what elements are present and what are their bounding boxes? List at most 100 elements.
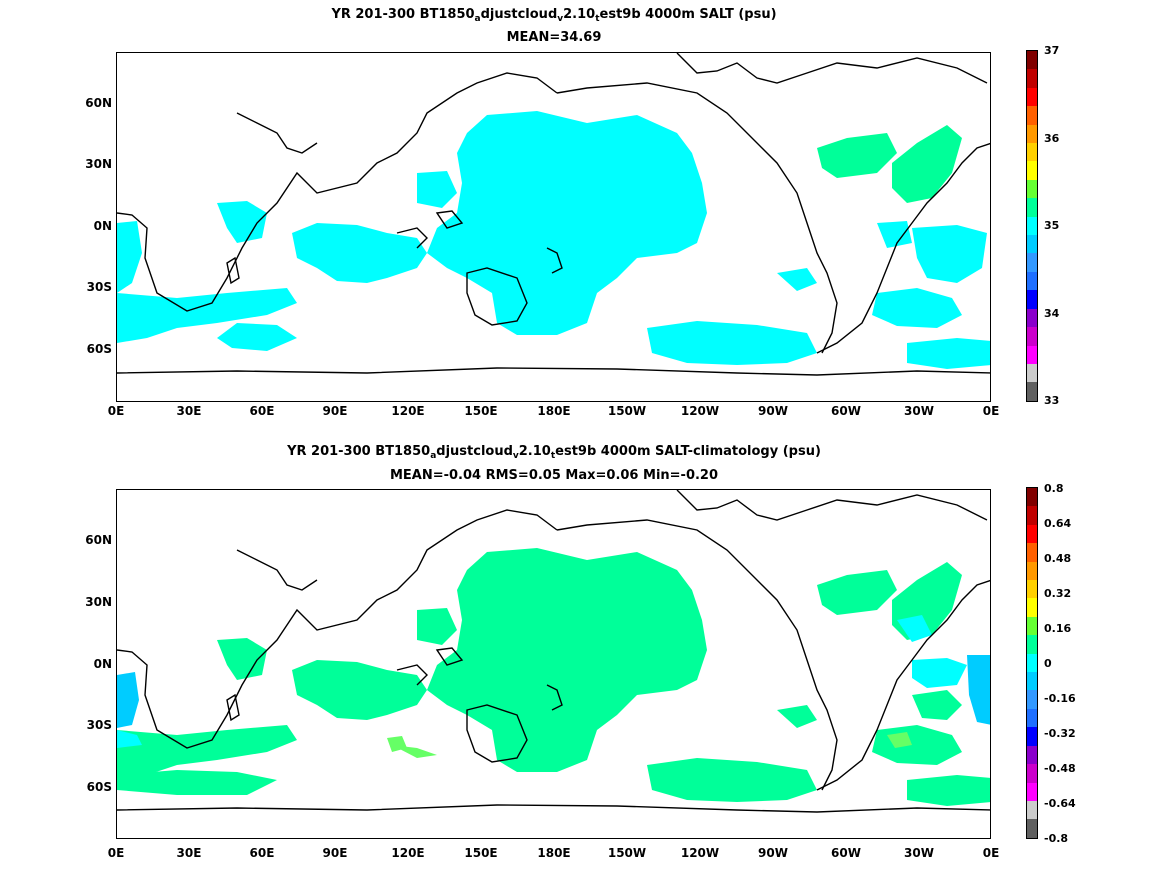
colorbar-segment [1027, 672, 1037, 691]
panel-title: YR 201-300 BT1850adjustcloudv2.10test9b … [331, 7, 777, 24]
colorbar-label: -0.48 [1044, 762, 1076, 775]
colorbar-segment [1027, 727, 1037, 746]
y-tick-label: 30S [86, 718, 112, 732]
x-tick-label: 180E [537, 404, 571, 418]
x-tick-label: 90W [758, 846, 788, 860]
colorbar-label: -0.8 [1044, 832, 1069, 845]
y-tick-label: 0N [93, 657, 112, 671]
colorbar-segment [1027, 235, 1037, 254]
colorbar-label: 36 [1044, 132, 1060, 145]
x-tick-label: 60E [249, 846, 275, 860]
colorbar-segment [1027, 800, 1037, 820]
x-tick-label: 0E [982, 846, 1000, 860]
colorbar-segment [1027, 819, 1037, 838]
y-tick-label: 60N [85, 96, 112, 110]
colorbar-segment [1027, 782, 1037, 801]
colorbar-label: 37 [1044, 44, 1060, 57]
colorbar-segment [1027, 506, 1037, 525]
x-tick-label: 0E [107, 846, 125, 860]
x-tick-label: 0E [107, 404, 125, 418]
colorbar-segment [1027, 179, 1037, 199]
anomaly-cyan-field [117, 615, 967, 748]
y-tick-label: 60S [86, 780, 112, 794]
colorbar-segment [1027, 216, 1037, 236]
colorbar-segment [1027, 635, 1037, 654]
colorbar-label: 34 [1044, 307, 1060, 320]
colorbar-label: 0.16 [1044, 622, 1072, 635]
x-tick-label: 60W [831, 404, 861, 418]
panel-title: YR 201-300 BT1850adjustcloudv2.10test9b … [287, 444, 821, 461]
x-tick-label: 60W [831, 846, 861, 860]
colorbar-label: 0.32 [1044, 587, 1072, 600]
coastline [117, 490, 990, 813]
colorbar-segment [1027, 616, 1037, 636]
colorbar-segment [1027, 653, 1037, 673]
colorbar-label: 0.48 [1044, 552, 1072, 565]
colorbar-segment [1027, 345, 1037, 364]
colorbar-segment [1027, 308, 1037, 328]
colorbar-label: 35 [1044, 219, 1060, 232]
colorbar-label: -0.64 [1044, 797, 1076, 810]
colorbar-segment [1027, 124, 1037, 144]
x-tick-label: 0E [982, 404, 1000, 418]
y-tick-label: 0N [93, 219, 112, 233]
x-tick-label: 120E [391, 846, 425, 860]
colorbar [1026, 50, 1038, 402]
coastline [117, 53, 990, 376]
x-tick-label: 30W [904, 404, 934, 418]
colorbar-label: 33 [1044, 394, 1060, 407]
x-tick-label: 90E [322, 846, 348, 860]
colorbar-label: 0.64 [1044, 517, 1072, 530]
salt-cyan-field [117, 111, 990, 369]
colorbar-segment [1027, 598, 1037, 617]
colorbar-segment [1027, 161, 1037, 180]
anomaly-lightgreen-field [387, 732, 912, 758]
colorbar-segment [1027, 51, 1037, 70]
colorbar-label: -0.32 [1044, 727, 1076, 740]
colorbar-segment [1027, 198, 1037, 217]
map-salt [116, 52, 991, 402]
panel-salt: YR 201-300 BT1850adjustcloudv2.10test9b … [0, 0, 1167, 437]
panel-salt-anomaly: YR 201-300 BT1850adjustcloudv2.10test9b … [0, 437, 1167, 875]
x-tick-label: 30E [176, 846, 202, 860]
y-tick-label: 30S [86, 280, 112, 294]
map-salt-anomaly [116, 489, 991, 839]
colorbar-segment [1027, 764, 1037, 783]
colorbar-segment [1027, 290, 1037, 309]
y-tick-label: 60S [86, 342, 112, 356]
colorbar-segment [1027, 524, 1037, 544]
x-tick-label: 150E [464, 404, 498, 418]
x-tick-label: 120E [391, 404, 425, 418]
x-tick-label: 60E [249, 404, 275, 418]
x-tick-label: 90W [758, 404, 788, 418]
colorbar-segment [1027, 271, 1037, 291]
y-tick-label: 30N [85, 157, 112, 171]
colorbar-segment [1027, 382, 1037, 401]
colorbar-segment [1027, 708, 1037, 728]
colorbar-segment [1027, 488, 1037, 507]
x-tick-label: 30E [176, 404, 202, 418]
map-salt-svg [117, 53, 990, 376]
colorbar-segment [1027, 363, 1037, 383]
colorbar-segment [1027, 87, 1037, 107]
y-tick-label: 60N [85, 533, 112, 547]
colorbar-segment [1027, 580, 1037, 599]
panel-subtitle: MEAN=-0.04 RMS=0.05 Max=0.06 Min=-0.20 [389, 468, 719, 483]
anomaly-blue-field [117, 655, 990, 728]
salt-green-field [817, 125, 962, 203]
colorbar-segment [1027, 327, 1037, 346]
colorbar-segment [1027, 143, 1037, 162]
x-tick-label: 120W [680, 846, 720, 860]
colorbar-segment [1027, 69, 1037, 88]
colorbar-segment [1027, 690, 1037, 709]
x-tick-label: 150E [464, 846, 498, 860]
colorbar-label: -0.16 [1044, 692, 1076, 705]
colorbar-segment [1027, 543, 1037, 562]
x-tick-label: 30W [904, 846, 934, 860]
x-tick-label: 120W [680, 404, 720, 418]
map-salt-anomaly-svg [117, 490, 990, 813]
colorbar-label: 0 [1044, 657, 1052, 670]
anomaly-green-field [117, 548, 990, 806]
colorbar-segment [1027, 106, 1037, 125]
x-tick-label: 180E [537, 846, 571, 860]
